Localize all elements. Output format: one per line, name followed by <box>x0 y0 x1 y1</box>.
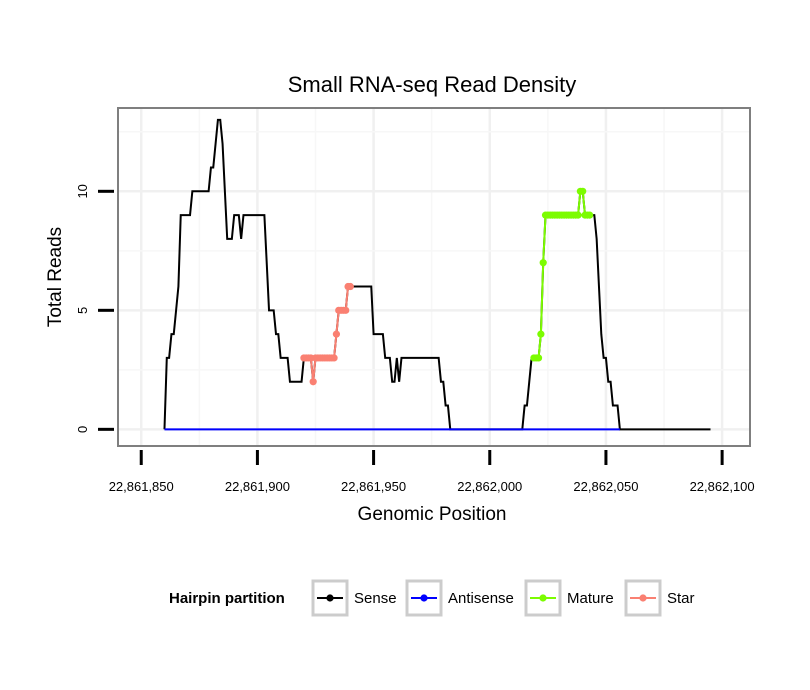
data-point-star <box>332 330 341 338</box>
legend-label-antisense: Antisense <box>448 590 514 607</box>
data-point-mature <box>534 354 543 362</box>
legend-label-star: Star <box>667 590 695 607</box>
data-point-star <box>342 306 350 314</box>
legend-key-point <box>639 594 647 602</box>
data-point-mature <box>574 211 582 219</box>
x-tick-label: 22,862,000 <box>457 479 522 494</box>
data-point-star <box>330 354 338 362</box>
plot-border <box>117 107 751 447</box>
x-tick-label: 22,861,850 <box>109 479 174 494</box>
x-axis-label: Genomic Position <box>358 504 507 525</box>
legend-key-point <box>420 594 428 602</box>
legend-entry-antisense: Antisense <box>405 579 514 617</box>
axes: 22,861,850 22,861,900 22,861,950 22,862,000… <box>75 184 755 494</box>
legend-label-sense: Sense <box>354 590 397 607</box>
x-tick-label: 22,861,950 <box>341 479 406 494</box>
data-point-star <box>346 282 354 291</box>
data-point-mature <box>537 330 545 338</box>
legend-title: Hairpin partition <box>169 590 285 607</box>
grid-lines <box>118 108 750 446</box>
y-tick-label: 10 <box>75 184 90 198</box>
legend-label-mature: Mature <box>567 590 614 607</box>
data-point-star <box>309 378 317 386</box>
legend: Hairpin partition Sense Antisense Mature St… <box>169 579 695 617</box>
legend-key-point <box>326 594 334 602</box>
legend-entry-sense: Sense <box>311 579 397 617</box>
legend-entries: Sense Antisense Mature Star <box>311 579 695 617</box>
y-tick-label: 5 <box>75 307 90 314</box>
x-tick-label: 22,861,900 <box>225 479 290 494</box>
y-axis-label: Total Reads <box>45 227 66 327</box>
data-point-mature <box>586 211 594 219</box>
plot-background <box>118 108 750 446</box>
x-tick-label: 22,862,050 <box>573 479 638 494</box>
chart-title: Small RNA-seq Read Density <box>288 72 577 97</box>
x-tick-label: 22,862,100 <box>690 479 755 494</box>
legend-entry-star: Star <box>624 579 695 617</box>
data-point-mature <box>579 187 587 195</box>
y-tick-label: 0 <box>75 426 90 433</box>
legend-key-point <box>539 594 547 602</box>
series-layer <box>163 118 711 431</box>
data-point-mature <box>539 259 547 267</box>
legend-entry-mature: Mature <box>524 579 614 617</box>
